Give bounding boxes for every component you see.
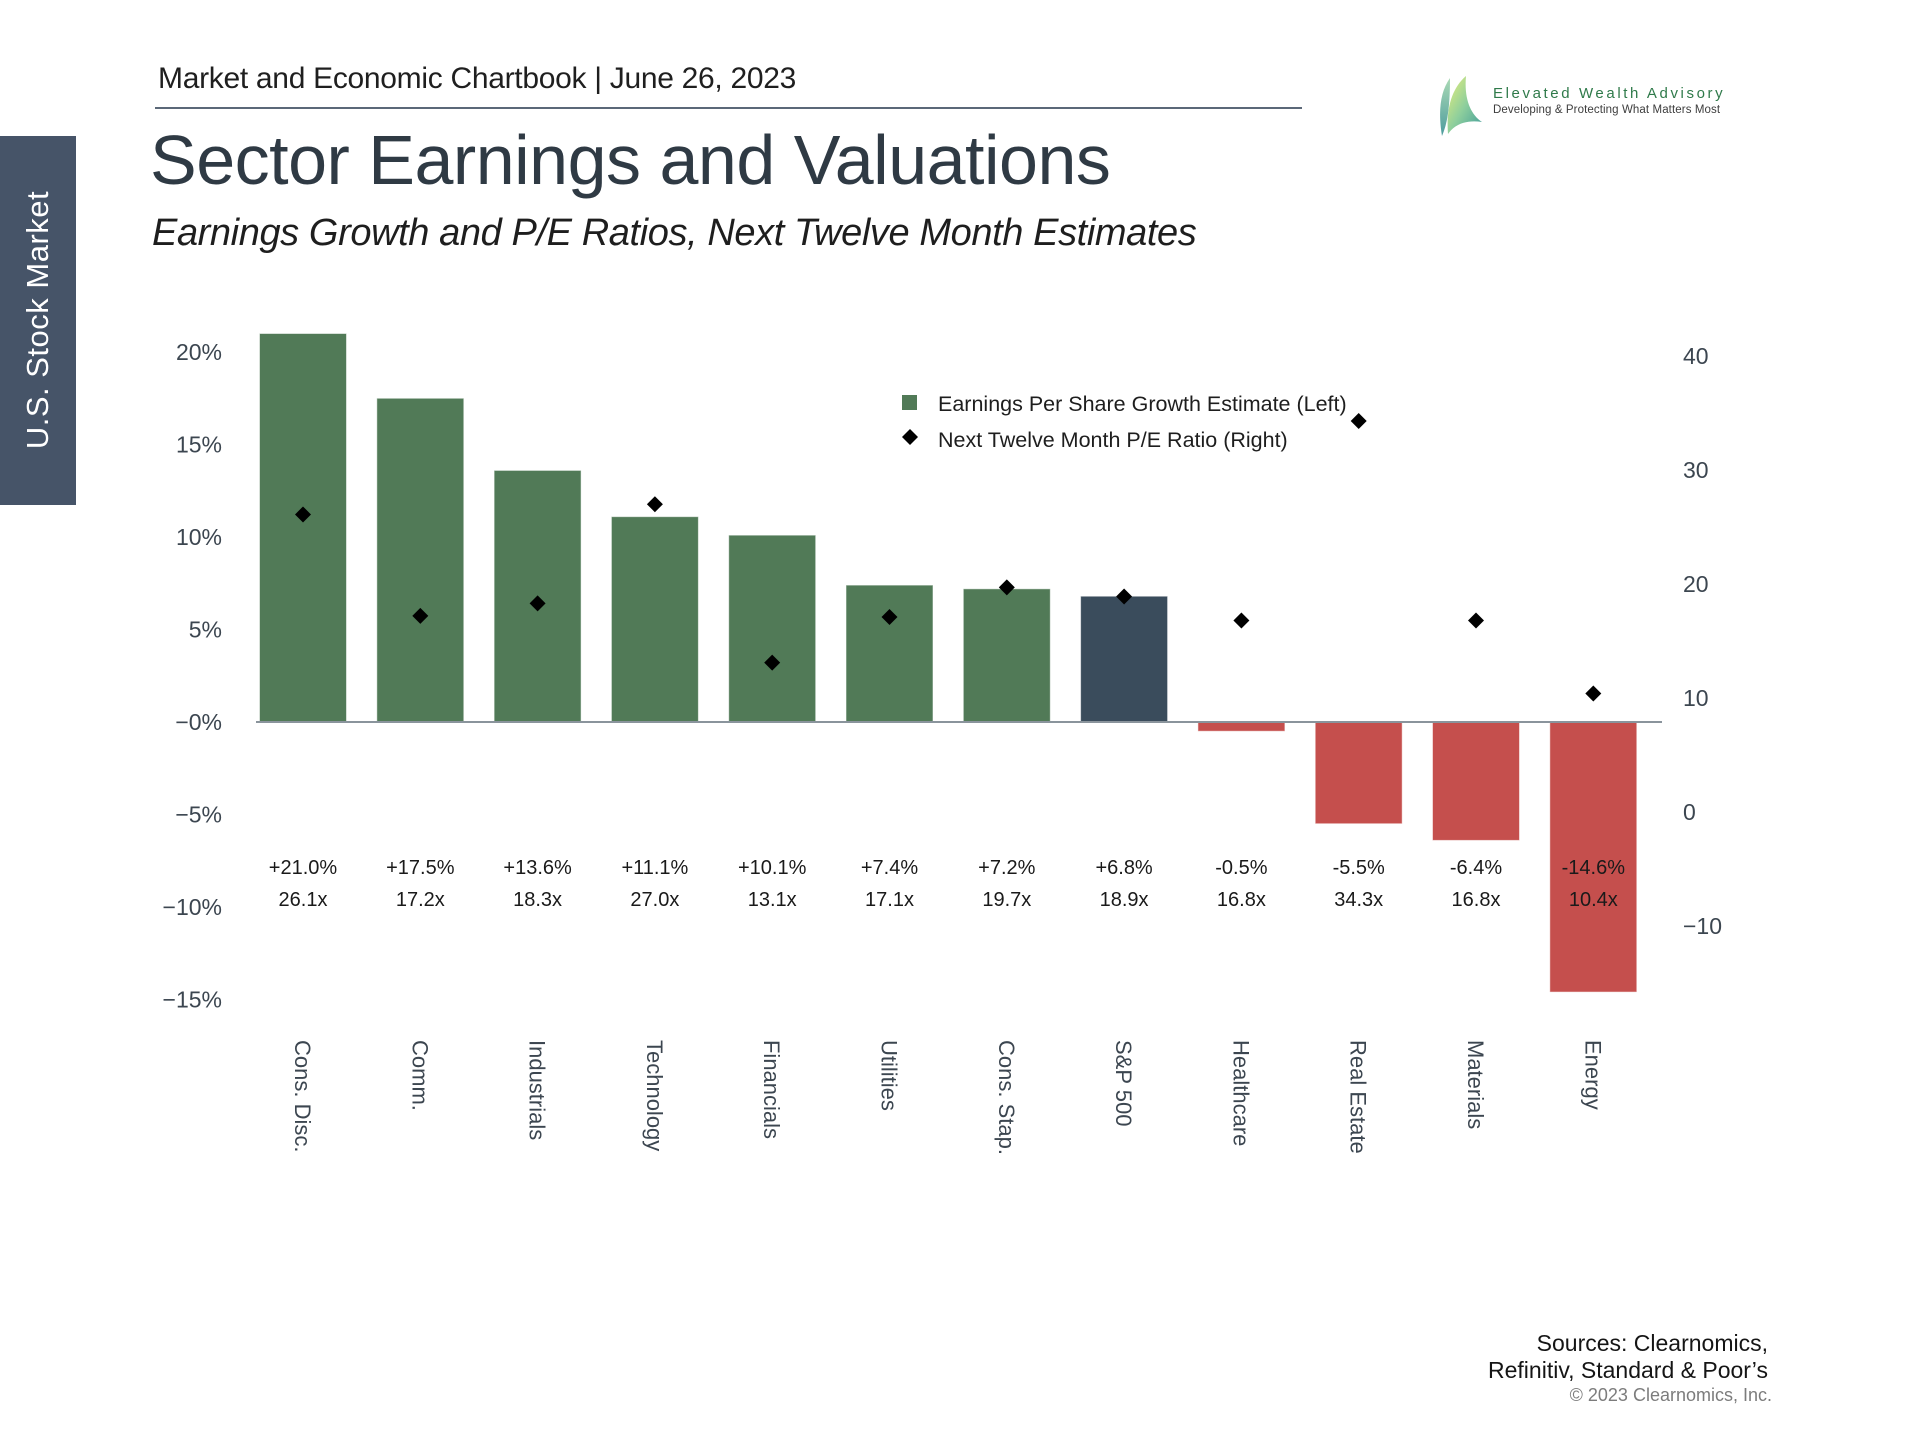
left-tick-label: −5%: [175, 802, 222, 828]
pe-data-label: 17.2x: [396, 889, 445, 911]
pe-data-label: 27.0x: [630, 889, 679, 911]
sail-logo-icon: [1440, 76, 1482, 136]
bar-materials: [1432, 721, 1520, 841]
chartbook-header: Market and Economic Chartbook | June 26,…: [158, 62, 797, 95]
legend-label-pe: Next Twelve Month P/E Ratio (Right): [938, 428, 1288, 452]
bar-technology: [610, 516, 699, 723]
category-label: Real Estate: [1346, 1040, 1371, 1154]
brand-tagline: Developing & Protecting What Matters Mos…: [1493, 104, 1721, 116]
pe-data-label: 19.7x: [982, 889, 1031, 911]
left-tick-label: −0%: [175, 709, 222, 735]
legend-diamond-icon: [902, 429, 918, 445]
growth-data-label: +11.1%: [621, 857, 688, 879]
legend-square-icon: [902, 395, 917, 410]
growth-data-label: +7.2%: [978, 857, 1035, 879]
pe-data-label: 18.9x: [1100, 889, 1149, 911]
pe-diamond-marker: [1468, 612, 1484, 629]
copyright: © 2023 Clearnomics, Inc.: [1569, 1385, 1772, 1405]
page-title: Sector Earnings and Valuations: [150, 121, 1111, 199]
category-label: Cons. Disc.: [290, 1040, 315, 1152]
category-label: Energy: [1580, 1040, 1605, 1110]
right-tick-label: 0: [1683, 799, 1696, 825]
left-tick-label: 15%: [176, 432, 222, 458]
growth-data-label: +6.8%: [1095, 857, 1152, 879]
brand-name: Elevated Wealth Advisory: [1493, 85, 1726, 102]
left-tick-label: 5%: [189, 617, 222, 643]
bar-s-p-500: [1080, 595, 1169, 723]
right-tick-label: 40: [1683, 343, 1709, 369]
bar-financials: [728, 534, 817, 723]
pe-data-label: 26.1x: [279, 889, 328, 911]
brand-logo: Elevated Wealth Advisory Developing & Pr…: [1436, 74, 1776, 140]
pe-data-label: 34.3x: [1334, 889, 1383, 911]
left-tick-label: −15%: [163, 987, 222, 1013]
pe-data-label: 13.1x: [748, 889, 797, 911]
category-label: Healthcare: [1228, 1040, 1253, 1146]
category-label: Technology: [642, 1040, 667, 1151]
pe-diamond-marker: [1233, 612, 1250, 629]
data-labels: +21.0% 26.1x +17.5% 17.2x +13.6% 18.3x +11.1% 2…: [269, 857, 1625, 911]
growth-data-label: -14.6%: [1562, 857, 1626, 879]
left-tick-label: 20%: [176, 339, 222, 365]
left-tick-label: 10%: [176, 524, 222, 550]
pe-data-label: 16.8x: [1452, 889, 1501, 911]
right-axis: 40 30 20 10 0 −10: [1683, 343, 1722, 939]
pe-data-label: 16.8x: [1217, 889, 1266, 911]
right-tick-label: 10: [1683, 685, 1709, 711]
growth-data-label: +17.5%: [386, 857, 455, 879]
pe-data-label: 10.4x: [1569, 889, 1618, 911]
growth-data-label: -6.4%: [1450, 857, 1502, 879]
header-divider: [155, 107, 1302, 109]
pe-diamond-marker: [529, 595, 546, 612]
left-tick-label: −10%: [163, 894, 222, 920]
category-label: S&P 500: [1111, 1040, 1136, 1126]
category-label: Industrials: [525, 1040, 550, 1140]
category-label: Utilities: [877, 1040, 902, 1111]
pe-diamond-marker: [295, 506, 311, 523]
bar-cons-stap-: [962, 588, 1051, 723]
pe-diamond-marker: [1350, 412, 1367, 429]
bar-cons-disc-: [259, 333, 347, 723]
growth-data-label: +10.1%: [738, 857, 807, 879]
section-tab: U.S. Stock Market: [0, 136, 76, 505]
pe-diamond-marker: [1116, 588, 1133, 605]
right-tick-label: 20: [1683, 571, 1709, 597]
right-tick-label: −10: [1683, 913, 1722, 939]
growth-data-label: +13.6%: [503, 857, 572, 879]
sources-line-1: Sources: Clearnomics,: [1536, 1330, 1768, 1356]
growth-data-label: +7.4%: [861, 857, 918, 879]
pe-data-label: 18.3x: [513, 889, 562, 911]
pe-data-label: 17.1x: [865, 889, 914, 911]
pe-markers: [295, 412, 1602, 702]
category-label: Materials: [1463, 1040, 1488, 1129]
bar-real-estate: [1314, 721, 1403, 825]
category-label: Comm.: [407, 1040, 432, 1111]
sources-note: Sources: Clearnomics, Refinitiv, Standar…: [1488, 1330, 1768, 1384]
pe-diamond-marker: [881, 609, 898, 626]
growth-data-label: -0.5%: [1215, 857, 1267, 879]
legend-label-growth: Earnings Per Share Growth Estimate (Left…: [938, 392, 1347, 416]
category-labels: Cons. Disc. Comm. Industrials Technology Fin…: [290, 1040, 1605, 1155]
growth-data-label: -5.5%: [1333, 857, 1385, 879]
bar-healthcare: [1197, 721, 1286, 732]
right-tick-label: 30: [1683, 457, 1709, 483]
sources-line-2: Refinitiv, Standard & Poor’s: [1488, 1357, 1768, 1383]
bar-utilities: [845, 584, 934, 723]
pe-diamond-marker: [412, 607, 429, 624]
chart-legend: Earnings Per Share Growth Estimate (Left…: [902, 392, 1347, 452]
left-axis: 20% 15% 10% 5% −0% −5% −10% −15%: [163, 339, 222, 1013]
pe-diamond-marker: [764, 654, 781, 671]
growth-data-label: +21.0%: [269, 857, 338, 879]
growth-bars: [259, 333, 1638, 993]
category-label: Cons. Stap.: [994, 1040, 1019, 1155]
page-subtitle: Earnings Growth and P/E Ratios, Next Twe…: [152, 212, 1197, 254]
pe-diamond-marker: [998, 579, 1015, 596]
bar-energy: [1549, 721, 1638, 993]
pe-diamond-marker: [646, 496, 663, 513]
category-label: Financials: [759, 1040, 784, 1139]
bar-comm-: [376, 397, 465, 723]
pe-diamond-marker: [1585, 685, 1602, 702]
